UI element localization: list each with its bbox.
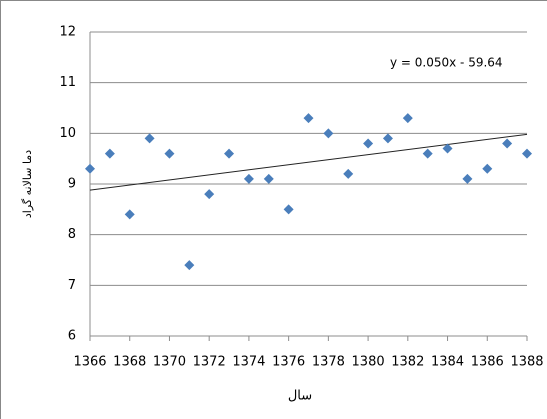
y-tick-label: 11 (59, 75, 76, 90)
x-tick-label: 1378 (312, 355, 345, 370)
x-tick-label: 1384 (431, 355, 464, 370)
x-tick-label: 1374 (232, 355, 265, 370)
point (303, 113, 314, 124)
point (522, 148, 532, 159)
trendline-label: y = 0.050x - 59.64 (390, 56, 503, 70)
point (422, 148, 433, 159)
point (402, 113, 413, 124)
point (224, 148, 235, 159)
x-tick-label: 1380 (352, 355, 385, 370)
y-tick-label: 6 (68, 329, 76, 344)
x-tick-label: 1388 (510, 355, 543, 370)
point (85, 163, 95, 174)
point (382, 133, 393, 144)
point (104, 148, 115, 159)
point (204, 189, 215, 200)
point (343, 168, 354, 179)
y-tick-label: 10 (59, 126, 76, 141)
point (144, 133, 155, 144)
trendline (89, 133, 528, 191)
y-tick-label: 9 (68, 177, 76, 192)
y-tick-label: 8 (68, 227, 76, 242)
x-tick-label: 1370 (153, 355, 186, 370)
point (263, 173, 274, 184)
x-tick-label: 1366 (73, 355, 106, 370)
x-axis-label: سال (288, 389, 312, 404)
point (442, 143, 453, 154)
point (462, 173, 473, 184)
x-tick-label: 1372 (193, 355, 226, 370)
point (164, 148, 175, 159)
point (184, 260, 195, 271)
point (283, 204, 294, 215)
point (323, 128, 334, 139)
x-tick-label: 1382 (391, 355, 424, 370)
point (243, 173, 254, 184)
y-tick-label: 12 (59, 25, 76, 40)
point (482, 163, 493, 174)
y-tick-label: 7 (68, 278, 76, 293)
point (363, 138, 374, 149)
point (124, 209, 135, 220)
x-tick-label: 1386 (471, 355, 504, 370)
point (502, 138, 513, 149)
x-tick-label: 1376 (272, 355, 305, 370)
y-axis-label: دما سالانه گراد (21, 150, 34, 218)
x-tick-label: 1368 (113, 355, 146, 370)
